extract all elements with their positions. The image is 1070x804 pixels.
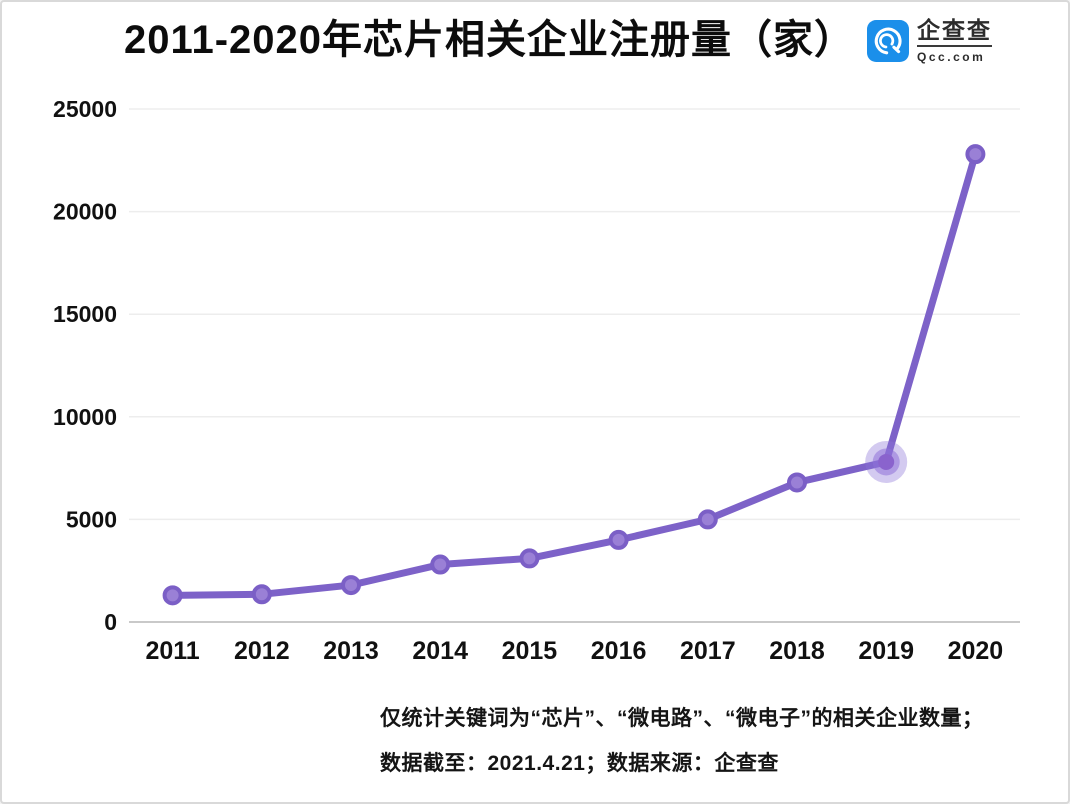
qcc-logo-icon (867, 20, 910, 62)
chart-header: 2011-2020年芯片相关企业注册量（家） 企查查 Qcc.com (2, 16, 1068, 64)
data-point[interactable] (430, 554, 451, 575)
data-point[interactable] (251, 584, 272, 605)
qcc-logo-name: 企查查 (917, 19, 993, 47)
y-axis-tick-label: 20000 (53, 199, 117, 225)
x-axis-tick-label: 2019 (858, 637, 914, 665)
data-point[interactable] (787, 472, 807, 493)
qcc-logo: 企查查 Qcc.com (867, 19, 993, 64)
data-point[interactable] (608, 529, 629, 550)
x-axis-tick-label: 2020 (948, 637, 1004, 665)
y-axis-tick-label: 0 (104, 609, 117, 635)
qcc-logo-domain: Qcc.com (917, 50, 986, 64)
y-axis-tick-label: 10000 (53, 404, 117, 430)
footnote-line-1: 仅统计关键词为“芯片”、“微电路”、“微电子”的相关企业数量； (380, 707, 984, 730)
qcc-logo-text: 企查查 Qcc.com (917, 19, 993, 64)
y-axis-tick-label: 5000 (66, 506, 117, 532)
data-line (169, 150, 979, 599)
x-axis-tick-label: 2016 (591, 637, 647, 665)
x-axis-tick-label: 2018 (769, 637, 825, 665)
data-point[interactable] (162, 585, 183, 606)
x-axis-tick-label: 2017 (680, 637, 736, 665)
data-point[interactable] (965, 144, 986, 165)
x-axis-tick-label: 2013 (323, 637, 379, 665)
x-axis-tick-label: 2012 (234, 637, 290, 665)
page-title: 2011-2020年芯片相关企业注册量（家） (123, 18, 856, 62)
y-axis-tick-label: 25000 (53, 96, 117, 122)
x-axis-tick-label: 2014 (412, 637, 468, 665)
footnote-line-2: 数据截至：2021.4.21；数据来源：企查查 (380, 752, 779, 775)
header-lockup: 2011-2020年芯片相关企业注册量（家） 企查查 Qcc.com (123, 16, 993, 64)
data-point-highlighted[interactable] (878, 453, 895, 470)
data-point[interactable] (697, 509, 718, 530)
y-axis-tick-label: 15000 (53, 301, 117, 327)
data-point[interactable] (519, 548, 540, 569)
data-point[interactable] (341, 575, 361, 596)
x-axis-tick-label: 2011 (145, 637, 199, 665)
x-axis-tick-label: 2015 (502, 637, 558, 665)
